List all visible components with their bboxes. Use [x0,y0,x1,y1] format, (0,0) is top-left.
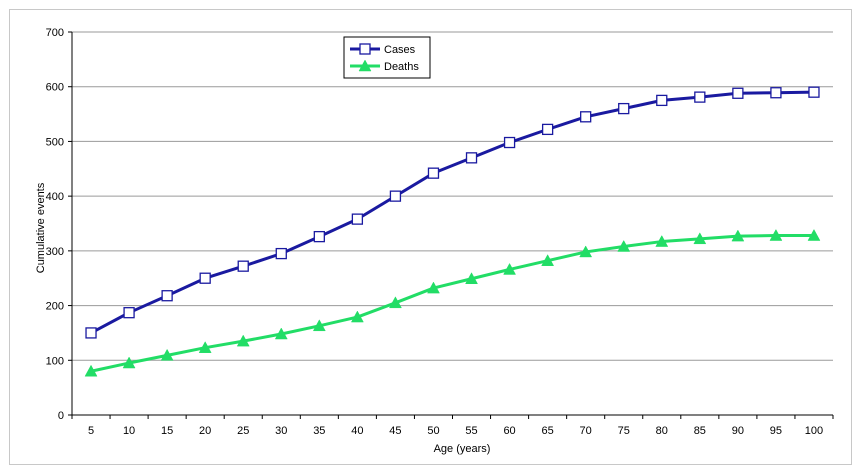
x-tick-label: 85 [694,425,706,437]
deaths-point [274,327,288,340]
cases-point [656,94,668,107]
cases-point [427,167,440,179]
deaths-point [655,235,669,247]
x-tick-label: 75 [618,425,630,437]
deaths-point [465,272,478,285]
deaths-point [236,334,250,347]
deaths-point [389,296,402,309]
legend-cases-label: Cases [384,44,416,56]
chart-frame: 0 100 200 300 400 500 600 700 5 10 15 20 25 30 35 40 45… [9,9,852,465]
deaths-point [503,262,516,275]
x-tick-label: 20 [199,425,211,437]
cases-point [161,290,173,302]
x-tick-label: 45 [389,425,401,437]
y-tick-label: 600 [46,82,64,94]
legend: Cases Deaths [343,36,431,79]
x-tick-label: 95 [770,425,782,437]
cases-point [808,86,820,98]
cases-point [465,152,478,164]
y-tick-label: 500 [46,136,64,148]
series [84,86,821,377]
y-tick-label: 300 [46,246,64,258]
cases-point [275,247,287,260]
cases-point [389,190,402,202]
x-tick-label: 65 [542,425,554,437]
legend-deaths-marker [358,59,372,72]
cases-point [237,260,249,272]
legend-deaths-label: Deaths [384,61,419,73]
deaths-point [122,356,136,369]
deaths-point [579,245,593,258]
cases-point [313,230,325,243]
legend-box [343,36,431,79]
deaths-point [198,341,212,353]
cases-series-line [90,90,814,335]
cases-point [123,307,135,319]
gridlines [72,31,833,361]
x-tick-label: 15 [161,425,173,437]
legend-cases-marker [359,43,371,55]
deaths-point [731,229,745,242]
x-tick-label: 70 [580,425,592,437]
cases-point [503,136,516,149]
deaths-point [84,364,98,377]
x-tick-label: 25 [237,425,249,437]
x-tick-label: 55 [465,425,477,437]
line-chart: 0 100 200 300 400 500 600 700 5 10 15 20 25 30 35 40 45… [35,27,834,455]
x-tick-label: 40 [351,425,363,437]
y-axis-title: Cumulative events [35,182,47,273]
deaths-series-line [90,234,814,373]
cases-point [199,272,211,284]
x-tick-label: 30 [275,425,287,437]
deaths-point [160,348,174,361]
deaths-point [769,229,783,241]
x-tick-label: 35 [313,425,325,437]
cases-point [541,123,554,136]
deaths-point [693,232,707,245]
y-tick-label: 200 [46,301,64,313]
cases-point [694,91,706,103]
cases-point [351,213,364,225]
x-tick-label: 50 [427,425,439,437]
axes [68,31,834,419]
deaths-point [350,310,364,323]
x-axis-title: Age (years) [434,443,491,455]
x-tick-labels: 5 10 15 20 25 30 35 40 45 50 55 60 65 70 75 80 85 90 95 100 [88,425,823,437]
cases-point [85,327,97,339]
deaths-point [807,229,821,241]
x-tick-label: 90 [732,425,744,437]
deaths-point [427,281,440,294]
x-tick-label: 5 [88,425,94,437]
x-tick-label: 80 [656,425,668,437]
x-tick-label: 60 [503,425,515,437]
deaths-point [617,239,631,252]
cases-point [618,102,630,115]
y-tick-label: 100 [46,355,64,367]
x-tick-label: 10 [123,425,135,437]
cases-point [770,87,782,99]
y-tick-labels: 0 100 200 300 400 500 600 700 [46,27,64,422]
y-tick-label: 400 [46,191,64,203]
deaths-point [541,254,555,266]
y-tick-label: 0 [58,410,64,422]
x-tick-label: 100 [805,425,823,437]
y-tick-label: 700 [46,27,64,39]
deaths-point [312,319,326,332]
cases-point [732,87,744,99]
cases-point [580,111,592,123]
